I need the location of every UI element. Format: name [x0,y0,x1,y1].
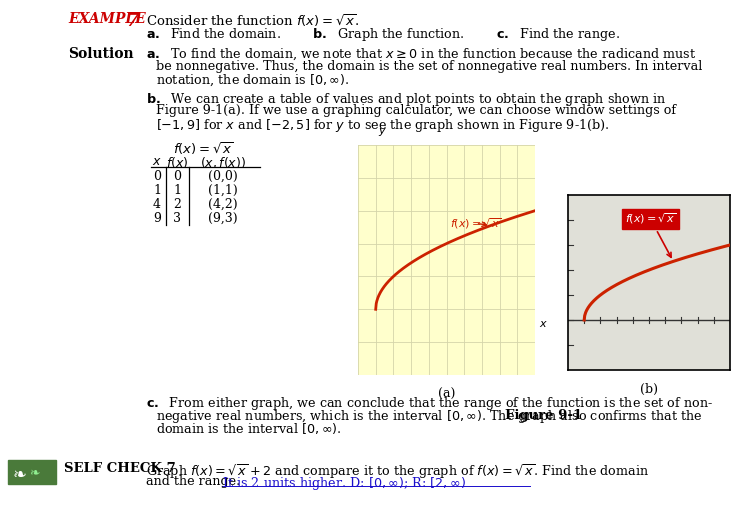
Text: Consider the function $f(x) = \sqrt{x}$.: Consider the function $f(x) = \sqrt{x}$. [146,12,360,29]
Text: 0: 0 [173,170,181,183]
Text: $x$: $x$ [539,319,548,329]
Text: Graph $f(x) = \sqrt{x} + 2$ and compare it to the graph of $f(x) = \sqrt{x}$. Fi: Graph $f(x) = \sqrt{x} + 2$ and compare … [146,462,649,481]
Text: SELF CHECK 7: SELF CHECK 7 [64,462,176,475]
Text: notation, the domain is $[0, \infty)$.: notation, the domain is $[0, \infty)$. [156,73,349,89]
Text: $\bf{a.}$  To find the domain, we note that $x \geq 0$ in the function because t: $\bf{a.}$ To find the domain, we note th… [146,47,696,63]
FancyBboxPatch shape [8,460,56,484]
Text: domain is the interval $[0, \infty)$.: domain is the interval $[0, \infty)$. [156,421,342,436]
Text: 7: 7 [126,12,140,30]
Text: (b): (b) [640,383,658,396]
Text: $\bf{c.}$  From either graph, we can conclude that the range of the function is : $\bf{c.}$ From either graph, we can conc… [146,395,713,412]
Text: (a): (a) [438,388,456,401]
Text: $[-1, 9]$ for $x$ and $[-2, 5]$ for $y$ to see the graph shown in Figure 9-1(b).: $[-1, 9]$ for $x$ and $[-2, 5]$ for $y$ … [156,117,610,134]
Text: EXAMPLE: EXAMPLE [68,12,146,26]
Text: (9,3): (9,3) [208,212,238,225]
Text: $(x, f(x))$: $(x, f(x))$ [200,155,246,170]
Text: $\bf{b.}$  We can create a table of values and plot points to obtain the graph s: $\bf{b.}$ We can create a table of value… [146,91,666,108]
Text: (1,1): (1,1) [208,184,238,197]
Text: ❧: ❧ [13,466,27,484]
Text: $f(x) = \sqrt{x}$: $f(x) = \sqrt{x}$ [625,211,676,257]
Text: ❧: ❧ [28,466,39,479]
Text: $f(x) = \sqrt{x}$: $f(x) = \sqrt{x}$ [173,140,233,157]
Text: 1: 1 [153,184,161,197]
Text: 1: 1 [173,184,181,197]
Text: and the range.: and the range. [146,475,240,488]
Text: $\bf{a.}$  Find the domain.        $\bf{b.}$  Graph the function.        $\bf{c.: $\bf{a.}$ Find the domain. $\bf{b.}$ Gra… [146,26,620,43]
Text: 4: 4 [153,198,161,211]
Text: Figure 9-1: Figure 9-1 [506,410,583,422]
Text: (4,2): (4,2) [208,198,238,211]
Text: Solution: Solution [68,47,134,61]
Text: Figure 9-1(a). If we use a graphing calculator, we can choose window settings of: Figure 9-1(a). If we use a graphing calc… [156,104,676,117]
Text: 0: 0 [153,170,161,183]
Text: It is 2 units higher. D: $[0, \infty)$; R: $[2, \infty)$: It is 2 units higher. D: $[0, \infty)$; … [222,475,466,492]
Text: $x$: $x$ [152,155,162,168]
Text: (0,0): (0,0) [208,170,238,183]
Text: 9: 9 [153,212,161,225]
Text: $f(x) = \sqrt{x}$: $f(x) = \sqrt{x}$ [450,216,501,231]
Text: be nonnegative. Thus, the domain is the set of nonnegative real numbers. In inte: be nonnegative. Thus, the domain is the … [156,60,702,73]
Text: 3: 3 [173,212,181,225]
Text: $y$: $y$ [378,127,387,138]
Text: 2: 2 [173,198,181,211]
Text: $f(x)$: $f(x)$ [166,155,188,170]
Text: negative real numbers, which is the interval $[0, \infty)$. The graph also confi: negative real numbers, which is the inte… [156,408,703,425]
